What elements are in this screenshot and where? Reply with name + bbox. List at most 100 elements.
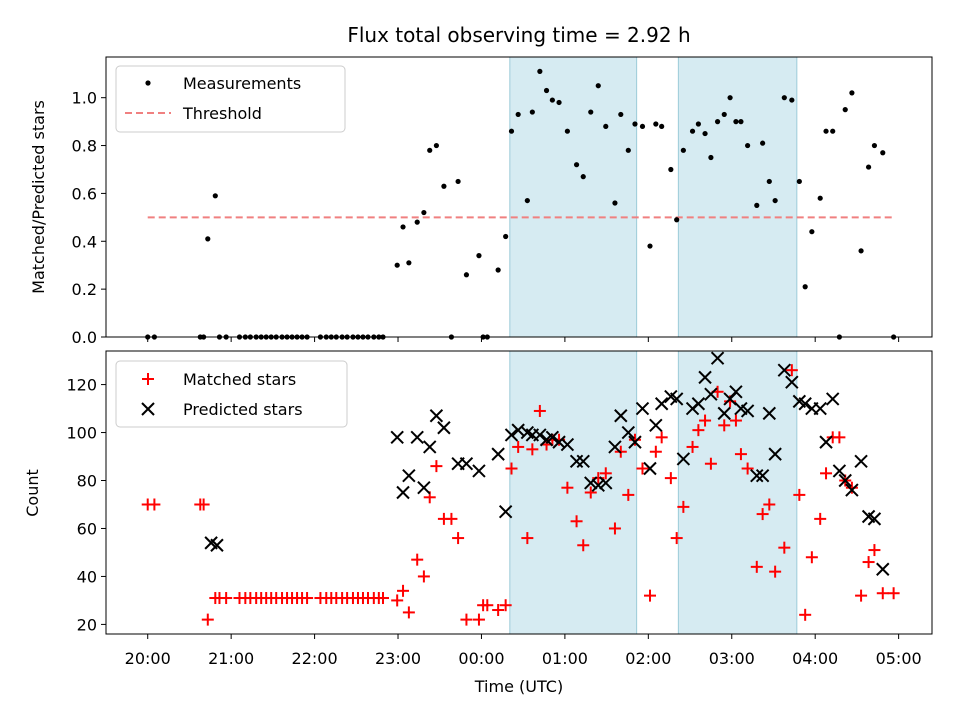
measurement-point bbox=[865, 164, 872, 170]
predicted-point bbox=[838, 473, 852, 488]
matched-point bbox=[763, 498, 776, 511]
bottom-panel: 20 40 60 80 100 120 20:00 21:00 22:00 23:00 00:00… bbox=[23, 350, 933, 696]
x-tick-label: 22:00 bbox=[292, 649, 338, 668]
predicted-mark-b bbox=[734, 401, 748, 416]
predicted-point bbox=[576, 454, 590, 469]
y-tick-label: 0.8 bbox=[72, 137, 97, 156]
predicted-mark-b bbox=[210, 538, 224, 552]
measurement-point bbox=[455, 178, 461, 185]
matched-point bbox=[430, 460, 443, 473]
y-tick-label: 1.0 bbox=[72, 89, 97, 108]
matched-point bbox=[533, 404, 546, 417]
matched-point bbox=[793, 488, 806, 501]
measurement-point bbox=[653, 121, 659, 127]
predicted-point bbox=[717, 406, 731, 421]
matched-point bbox=[778, 541, 791, 554]
measurement-point bbox=[414, 219, 420, 225]
predicted-mark-b bbox=[819, 435, 833, 449]
matched-point bbox=[655, 431, 668, 444]
predicted-mark-b bbox=[504, 428, 519, 442]
top-legend-box bbox=[115, 65, 346, 133]
predicted-point bbox=[459, 457, 474, 471]
x-tick-label: 23:00 bbox=[375, 649, 421, 668]
predicted-mark-b bbox=[792, 394, 807, 409]
predicted-mark-b bbox=[854, 454, 868, 469]
measurement-point bbox=[524, 197, 530, 204]
matched-point bbox=[692, 424, 705, 437]
predicted-point bbox=[429, 409, 444, 423]
matched-point bbox=[512, 440, 525, 453]
predicted-point bbox=[552, 435, 566, 449]
matched-point bbox=[677, 500, 690, 513]
predicted-mark-b bbox=[777, 363, 792, 377]
y-tick-label: 120 bbox=[66, 376, 97, 395]
measurement-point bbox=[727, 95, 733, 101]
y-tick-label: 0.2 bbox=[72, 280, 97, 299]
matched-point bbox=[862, 556, 875, 569]
predicted-point bbox=[417, 480, 431, 495]
top-x-ticks bbox=[147, 337, 900, 342]
top-y-ticks: 0.0 0.2 0.4 0.6 0.8 1.0 bbox=[72, 89, 106, 347]
measurement-point bbox=[760, 140, 766, 146]
predicted-mark-b bbox=[813, 401, 827, 416]
predicted-point bbox=[402, 469, 416, 483]
predicted-mark-b bbox=[576, 454, 590, 469]
y-tick-label: 0.6 bbox=[72, 184, 97, 203]
matched-point bbox=[643, 589, 656, 602]
measurement-point bbox=[880, 150, 886, 156]
measurement-point bbox=[714, 119, 721, 125]
predicted-point bbox=[691, 397, 706, 411]
matched-point bbox=[729, 414, 742, 427]
predicted-point bbox=[390, 430, 404, 445]
observing-span-1 bbox=[509, 350, 638, 635]
predicted-mark-b bbox=[698, 370, 712, 385]
predicted-mark-b bbox=[608, 440, 622, 454]
predicted-mark-b bbox=[717, 406, 731, 421]
predicted-point bbox=[210, 538, 224, 552]
y-tick-label: 40 bbox=[77, 567, 97, 586]
matched-point bbox=[833, 431, 846, 444]
predicted-point bbox=[423, 440, 437, 454]
predicted-mark-b bbox=[599, 476, 613, 490]
matched-point bbox=[699, 414, 712, 427]
matched-point bbox=[472, 613, 485, 626]
top-panel: Flux total observing time = 2.92 h 0.00.… bbox=[29, 23, 933, 347]
measurement-point bbox=[830, 128, 836, 134]
predicted-mark-b bbox=[628, 435, 642, 449]
top-shaded-spans bbox=[509, 56, 798, 338]
measurement-point bbox=[632, 121, 638, 127]
predicted-mark-b bbox=[785, 375, 799, 389]
legend-matched-label: Matched stars bbox=[183, 370, 296, 389]
predicted-mark-b bbox=[410, 430, 424, 445]
measurement-point bbox=[695, 121, 701, 127]
predicted-point bbox=[854, 454, 868, 469]
predicted-mark-b bbox=[861, 509, 876, 524]
predicted-point bbox=[845, 483, 859, 497]
matched-point bbox=[820, 467, 833, 480]
predicted-mark-b bbox=[845, 483, 859, 497]
measurement-point bbox=[529, 109, 535, 115]
y-tick-label: 0.0 bbox=[72, 328, 97, 347]
predicted-point bbox=[437, 421, 451, 435]
predicted-mark-b bbox=[423, 440, 437, 454]
predicted-point bbox=[698, 370, 712, 385]
matched-point bbox=[391, 594, 404, 607]
matched-point bbox=[411, 553, 424, 566]
predicted-mark-b bbox=[832, 464, 847, 478]
measurement-point bbox=[421, 209, 427, 216]
predicted-point bbox=[560, 437, 575, 452]
predicted-point bbox=[669, 392, 684, 406]
predicted-point bbox=[798, 397, 812, 411]
matched-point bbox=[505, 462, 518, 475]
measurement-point bbox=[680, 147, 686, 153]
predicted-point bbox=[591, 478, 605, 493]
measurement-point bbox=[766, 178, 772, 185]
predicted-point bbox=[533, 428, 547, 442]
predicted-mark-b bbox=[691, 397, 706, 411]
predicted-point bbox=[410, 430, 424, 445]
matched-point bbox=[608, 522, 621, 535]
observing-span-2 bbox=[677, 56, 798, 338]
predicted-point bbox=[785, 375, 799, 389]
matched-point bbox=[718, 419, 731, 432]
matched-point bbox=[636, 462, 649, 475]
